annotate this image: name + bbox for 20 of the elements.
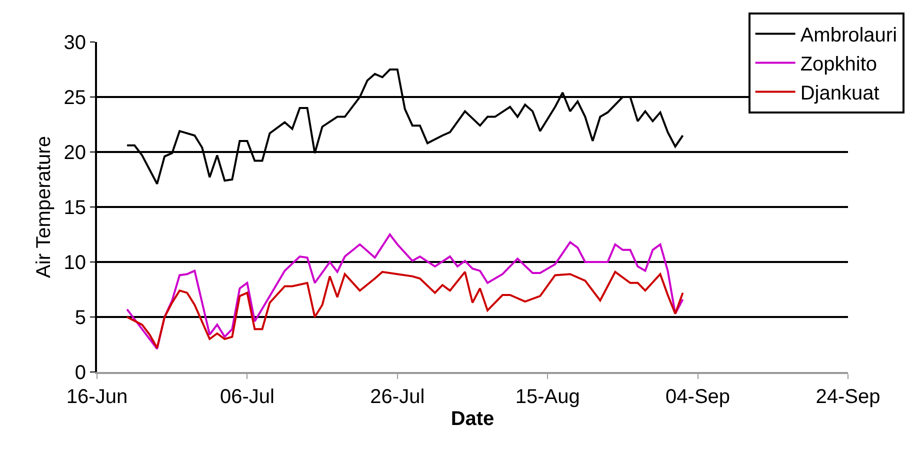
x-tick-label: 06-Jul <box>220 386 274 408</box>
y-tick-label: 15 <box>64 197 86 219</box>
y-tick-label: 0 <box>74 362 86 384</box>
x-tick-label: 15-Aug <box>515 386 580 408</box>
y-tick-label: 20 <box>64 142 86 164</box>
line-series <box>126 234 684 350</box>
y-tick-label: 10 <box>64 252 86 274</box>
line-series <box>126 270 684 349</box>
x-tick-label: 16-Jun <box>66 386 128 408</box>
y-axis-title: Air Temperature <box>32 136 55 278</box>
legend-label: Djankuat <box>800 82 880 105</box>
x-axis-title: Date <box>450 408 494 430</box>
x-tick-label: 24-Sep <box>816 386 880 408</box>
y-tick-label: 5 <box>74 307 86 329</box>
x-tick-label: 26-Jul <box>370 386 425 408</box>
legend-label: Zopkhito <box>800 54 878 76</box>
y-tick-label: 30 <box>64 32 86 54</box>
y-tick-label: 25 <box>64 87 86 109</box>
x-tick-label: 04-Sep <box>666 386 730 408</box>
legend-label: Ambrolauri <box>800 24 898 47</box>
